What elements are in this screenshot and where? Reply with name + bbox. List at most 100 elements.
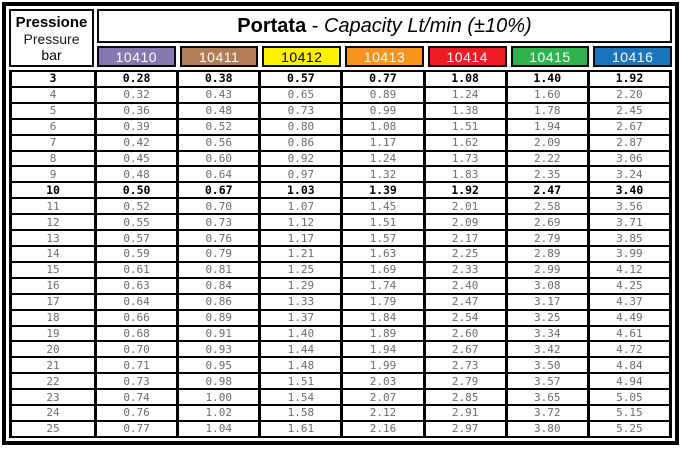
capacity-cell: 0.73 — [176, 213, 262, 232]
pressure-unit-label: bar — [41, 47, 62, 64]
capacity-cell: 0.64 — [176, 165, 262, 184]
table-row: 13 0.57 0.76 1.17 1.57 2.17 2.79 3.85 — [9, 229, 673, 247]
capacity-cell: 0.86 — [176, 292, 262, 311]
capacity-cell: 2.07 — [340, 388, 426, 407]
pressure-cell: 15 — [9, 260, 97, 279]
capacity-cell: 1.17 — [258, 229, 344, 247]
capacity-cell: 2.69 — [504, 213, 590, 232]
capacity-cell: 0.99 — [340, 101, 426, 120]
capacity-cell: 0.45 — [93, 149, 180, 168]
capacity-cell: 0.71 — [93, 356, 180, 375]
capacity-cell: 0.63 — [93, 276, 180, 295]
capacity-cell: 2.99 — [504, 260, 590, 279]
model-header-10413: 10413 — [345, 46, 424, 67]
capacity-cell: 1.48 — [258, 356, 344, 375]
model-header-10412: 10412 — [262, 46, 342, 67]
capacity-cell: 3.42 — [504, 340, 590, 359]
capacity-cell: 1.92 — [586, 70, 673, 88]
capacity-cell: 3.99 — [586, 244, 673, 263]
model-header-10410: 10410 — [97, 46, 176, 67]
capacity-cell: 0.92 — [258, 149, 344, 168]
capacity-cell: 1.40 — [504, 70, 590, 88]
capacity-cell: 2.40 — [422, 276, 508, 295]
capacity-cell: 3.17 — [504, 292, 590, 311]
capacity-cell: 1.21 — [258, 244, 344, 263]
capacity-cell: 0.76 — [93, 404, 180, 422]
table-row: 5 0.36 0.48 0.73 0.99 1.38 1.78 2.45 — [9, 101, 673, 120]
capacity-cell: 2.73 — [422, 356, 508, 375]
capacity-cell: 1.12 — [258, 213, 344, 232]
capacity-cell: 0.52 — [93, 197, 180, 216]
capacity-cell: 2.79 — [504, 229, 590, 247]
capacity-cell: 1.63 — [340, 244, 426, 263]
capacity-cell: 2.67 — [586, 117, 673, 136]
capacity-cell: 0.77 — [340, 70, 426, 88]
table-header: Pressione Pressure bar Portata - Capacit… — [9, 9, 673, 67]
capacity-cell: 1.32 — [340, 165, 426, 184]
capacity-cell: 2.33 — [422, 260, 508, 279]
capacity-cell: 5.05 — [586, 388, 673, 407]
capacity-cell: 2.16 — [340, 419, 426, 439]
pressure-cell: 12 — [9, 213, 97, 232]
table-row: 20 0.70 0.93 1.44 1.94 2.67 3.42 4.72 — [9, 340, 673, 359]
capacity-cell: 0.65 — [258, 85, 344, 104]
model-header-10416: 10416 — [593, 46, 673, 67]
capacity-cell: 3.06 — [586, 149, 673, 168]
capacity-cell: 0.39 — [93, 117, 180, 136]
table-row: 7 0.42 0.56 0.86 1.17 1.62 2.09 2.87 — [9, 133, 673, 152]
capacity-cell: 2.09 — [504, 133, 590, 152]
table-row: 4 0.32 0.43 0.65 0.89 1.24 1.60 2.20 — [9, 85, 673, 104]
capacity-cell: 1.51 — [422, 117, 508, 136]
capacity-cell: 1.84 — [340, 308, 426, 327]
capacity-cell: 3.50 — [504, 356, 590, 375]
capacity-cell: 1.69 — [340, 260, 426, 279]
capacity-cell: 2.97 — [422, 419, 508, 439]
capacity-cell: 4.49 — [586, 308, 673, 327]
table-row: 9 0.48 0.64 0.97 1.32 1.83 2.35 3.24 — [9, 165, 673, 184]
capacity-cell: 3.80 — [504, 419, 590, 439]
capacity-cell: 2.09 — [422, 213, 508, 232]
capacity-cell: 0.59 — [93, 244, 180, 263]
table-row: 22 0.73 0.98 1.51 2.03 2.79 3.57 4.94 — [9, 372, 673, 391]
capacity-cell: 2.25 — [422, 244, 508, 263]
capacity-cell: 2.89 — [504, 244, 590, 263]
capacity-cell: 3.85 — [586, 229, 673, 247]
capacity-cell: 2.54 — [422, 308, 508, 327]
capacity-cell: 4.61 — [586, 324, 673, 343]
table-title: Portata - Capacity Lt/min (±10%) — [97, 9, 672, 43]
capacity-cell: 1.60 — [504, 85, 590, 104]
capacity-cell: 1.58 — [258, 404, 344, 422]
pressure-cell: 4 — [9, 85, 97, 104]
pressure-cell: 11 — [9, 197, 97, 216]
pressure-cell: 9 — [9, 165, 97, 184]
table-row: 18 0.66 0.89 1.37 1.84 2.54 3.25 4.49 — [9, 308, 673, 327]
pressure-cell: 7 — [9, 133, 97, 152]
capacity-cell: 1.25 — [258, 260, 344, 279]
pressure-cell: 17 — [9, 292, 97, 311]
table-row: 3 0.28 0.38 0.57 0.77 1.08 1.40 1.92 — [9, 70, 673, 88]
capacity-cell: 0.48 — [176, 101, 262, 120]
capacity-cell: 1.03 — [258, 181, 344, 200]
pressure-cell: 18 — [9, 308, 97, 327]
capacity-cell: 0.55 — [93, 213, 180, 232]
capacity-cell: 1.00 — [176, 388, 262, 407]
capacity-cell: 0.86 — [258, 133, 344, 152]
capacity-cell: 3.25 — [504, 308, 590, 327]
capacity-cell: 1.79 — [340, 292, 426, 311]
pressure-cell: 20 — [9, 340, 97, 359]
table-row: 6 0.39 0.52 0.80 1.08 1.51 1.94 2.67 — [9, 117, 673, 136]
capacity-cell: 1.33 — [258, 292, 344, 311]
capacity-cell: 1.37 — [258, 308, 344, 327]
capacity-cell: 2.85 — [422, 388, 508, 407]
pressure-cell: 24 — [9, 404, 97, 422]
capacity-cell: 0.68 — [93, 324, 180, 343]
title-capacity: Capacity Lt/min (±10%) — [323, 14, 532, 37]
capacity-cell: 1.78 — [504, 101, 590, 120]
capacity-cell: 0.73 — [93, 372, 180, 391]
capacity-cell: 4.25 — [586, 276, 673, 295]
table-row: 15 0.61 0.81 1.25 1.69 2.33 2.99 4.12 — [9, 260, 673, 279]
capacity-cell: 0.60 — [176, 149, 262, 168]
capacity-cell: 3.56 — [586, 197, 673, 216]
capacity-cell: 1.24 — [422, 85, 508, 104]
